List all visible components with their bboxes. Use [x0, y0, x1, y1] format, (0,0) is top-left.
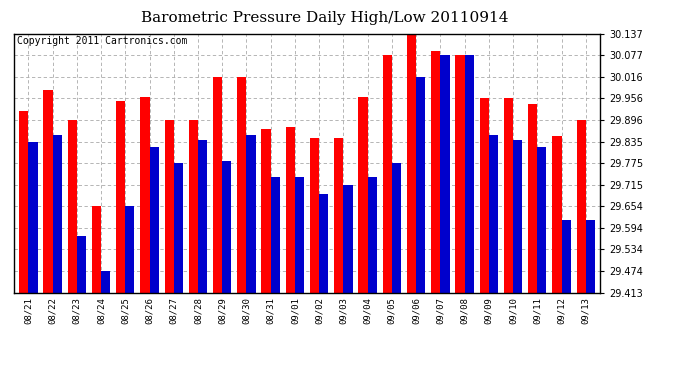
Bar — [528, 104, 538, 292]
Bar — [407, 34, 416, 292]
Bar — [464, 55, 474, 292]
Bar — [43, 90, 52, 292]
Bar — [52, 135, 62, 292]
Bar — [213, 77, 222, 292]
Text: Barometric Pressure Daily High/Low 20110914: Barometric Pressure Daily High/Low 20110… — [141, 11, 508, 25]
Bar — [319, 194, 328, 292]
Bar — [310, 138, 319, 292]
Bar — [246, 135, 256, 292]
Bar — [504, 98, 513, 292]
Bar — [198, 140, 207, 292]
Bar — [140, 97, 150, 292]
Bar — [126, 206, 135, 292]
Bar — [489, 135, 498, 292]
Bar — [562, 220, 571, 292]
Bar — [189, 120, 198, 292]
Bar — [368, 177, 377, 292]
Bar — [480, 98, 489, 292]
Bar — [164, 120, 174, 292]
Bar — [455, 55, 464, 292]
Bar — [431, 51, 440, 292]
Bar — [440, 55, 450, 292]
Bar — [416, 77, 425, 292]
Bar — [344, 184, 353, 292]
Bar — [513, 140, 522, 292]
Bar — [586, 220, 595, 292]
Bar — [270, 177, 280, 292]
Bar — [222, 161, 231, 292]
Bar — [295, 177, 304, 292]
Bar — [392, 163, 401, 292]
Bar — [262, 129, 270, 292]
Bar — [358, 97, 368, 292]
Bar — [286, 128, 295, 292]
Bar — [92, 206, 101, 292]
Bar — [538, 147, 546, 292]
Bar — [383, 55, 392, 292]
Bar — [101, 271, 110, 292]
Bar — [19, 111, 28, 292]
Text: Copyright 2011 Cartronics.com: Copyright 2011 Cartronics.com — [17, 36, 187, 46]
Bar — [28, 142, 37, 292]
Bar — [174, 163, 183, 292]
Bar — [150, 147, 159, 292]
Bar — [552, 136, 562, 292]
Bar — [77, 236, 86, 292]
Bar — [237, 77, 246, 292]
Bar — [68, 120, 77, 292]
Bar — [577, 120, 586, 292]
Bar — [334, 138, 344, 292]
Bar — [116, 100, 126, 292]
